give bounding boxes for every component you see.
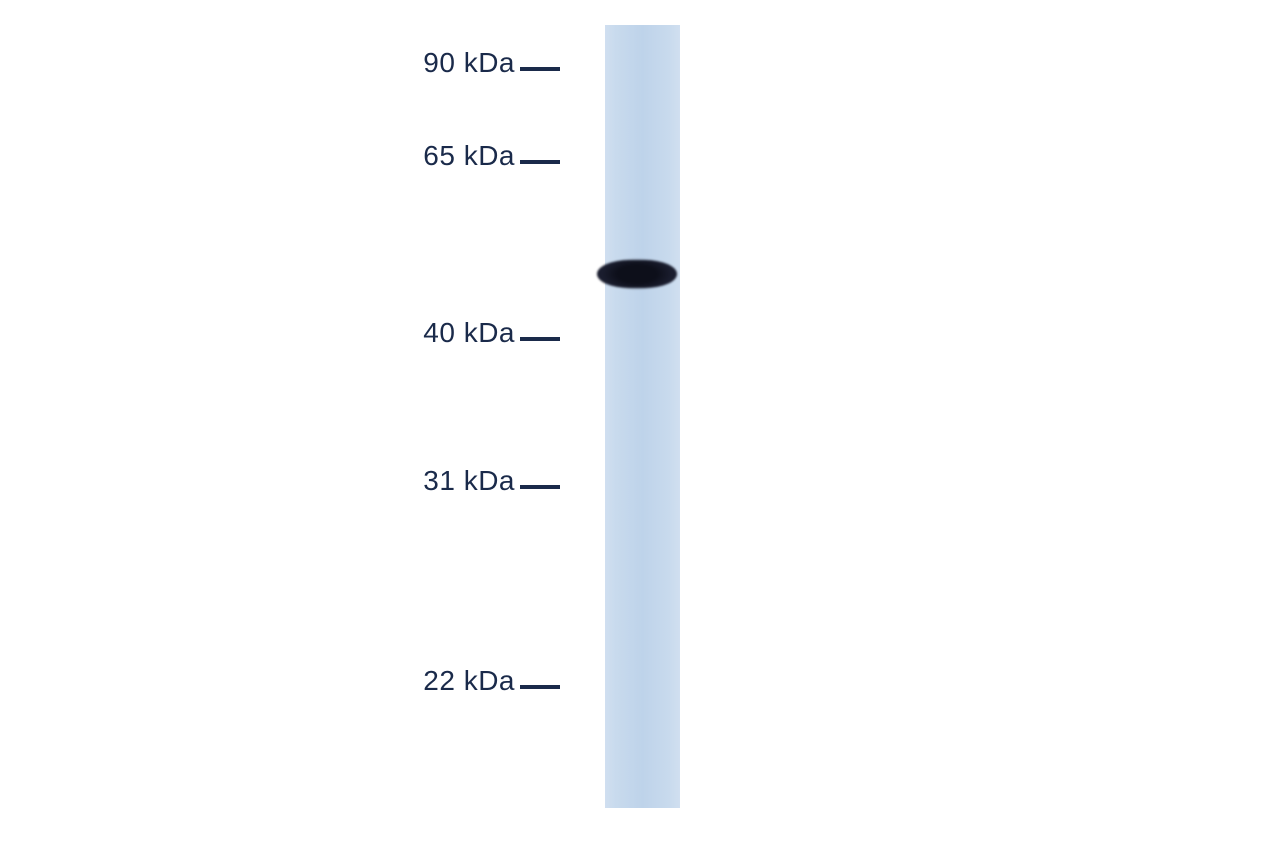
marker-tick-65	[520, 160, 560, 164]
marker-label-40: 40 kDa	[385, 317, 515, 349]
marker-label-90: 90 kDa	[385, 47, 515, 79]
blot-lane	[605, 25, 680, 808]
marker-tick-22	[520, 685, 560, 689]
protein-band	[597, 260, 677, 288]
marker-tick-90	[520, 67, 560, 71]
marker-label-22: 22 kDa	[385, 665, 515, 697]
marker-label-31: 31 kDa	[385, 465, 515, 497]
marker-tick-40	[520, 337, 560, 341]
western-blot-figure: 90 kDa 65 kDa 40 kDa 31 kDa 22 kDa	[385, 25, 885, 825]
marker-tick-31	[520, 485, 560, 489]
marker-label-65: 65 kDa	[385, 140, 515, 172]
